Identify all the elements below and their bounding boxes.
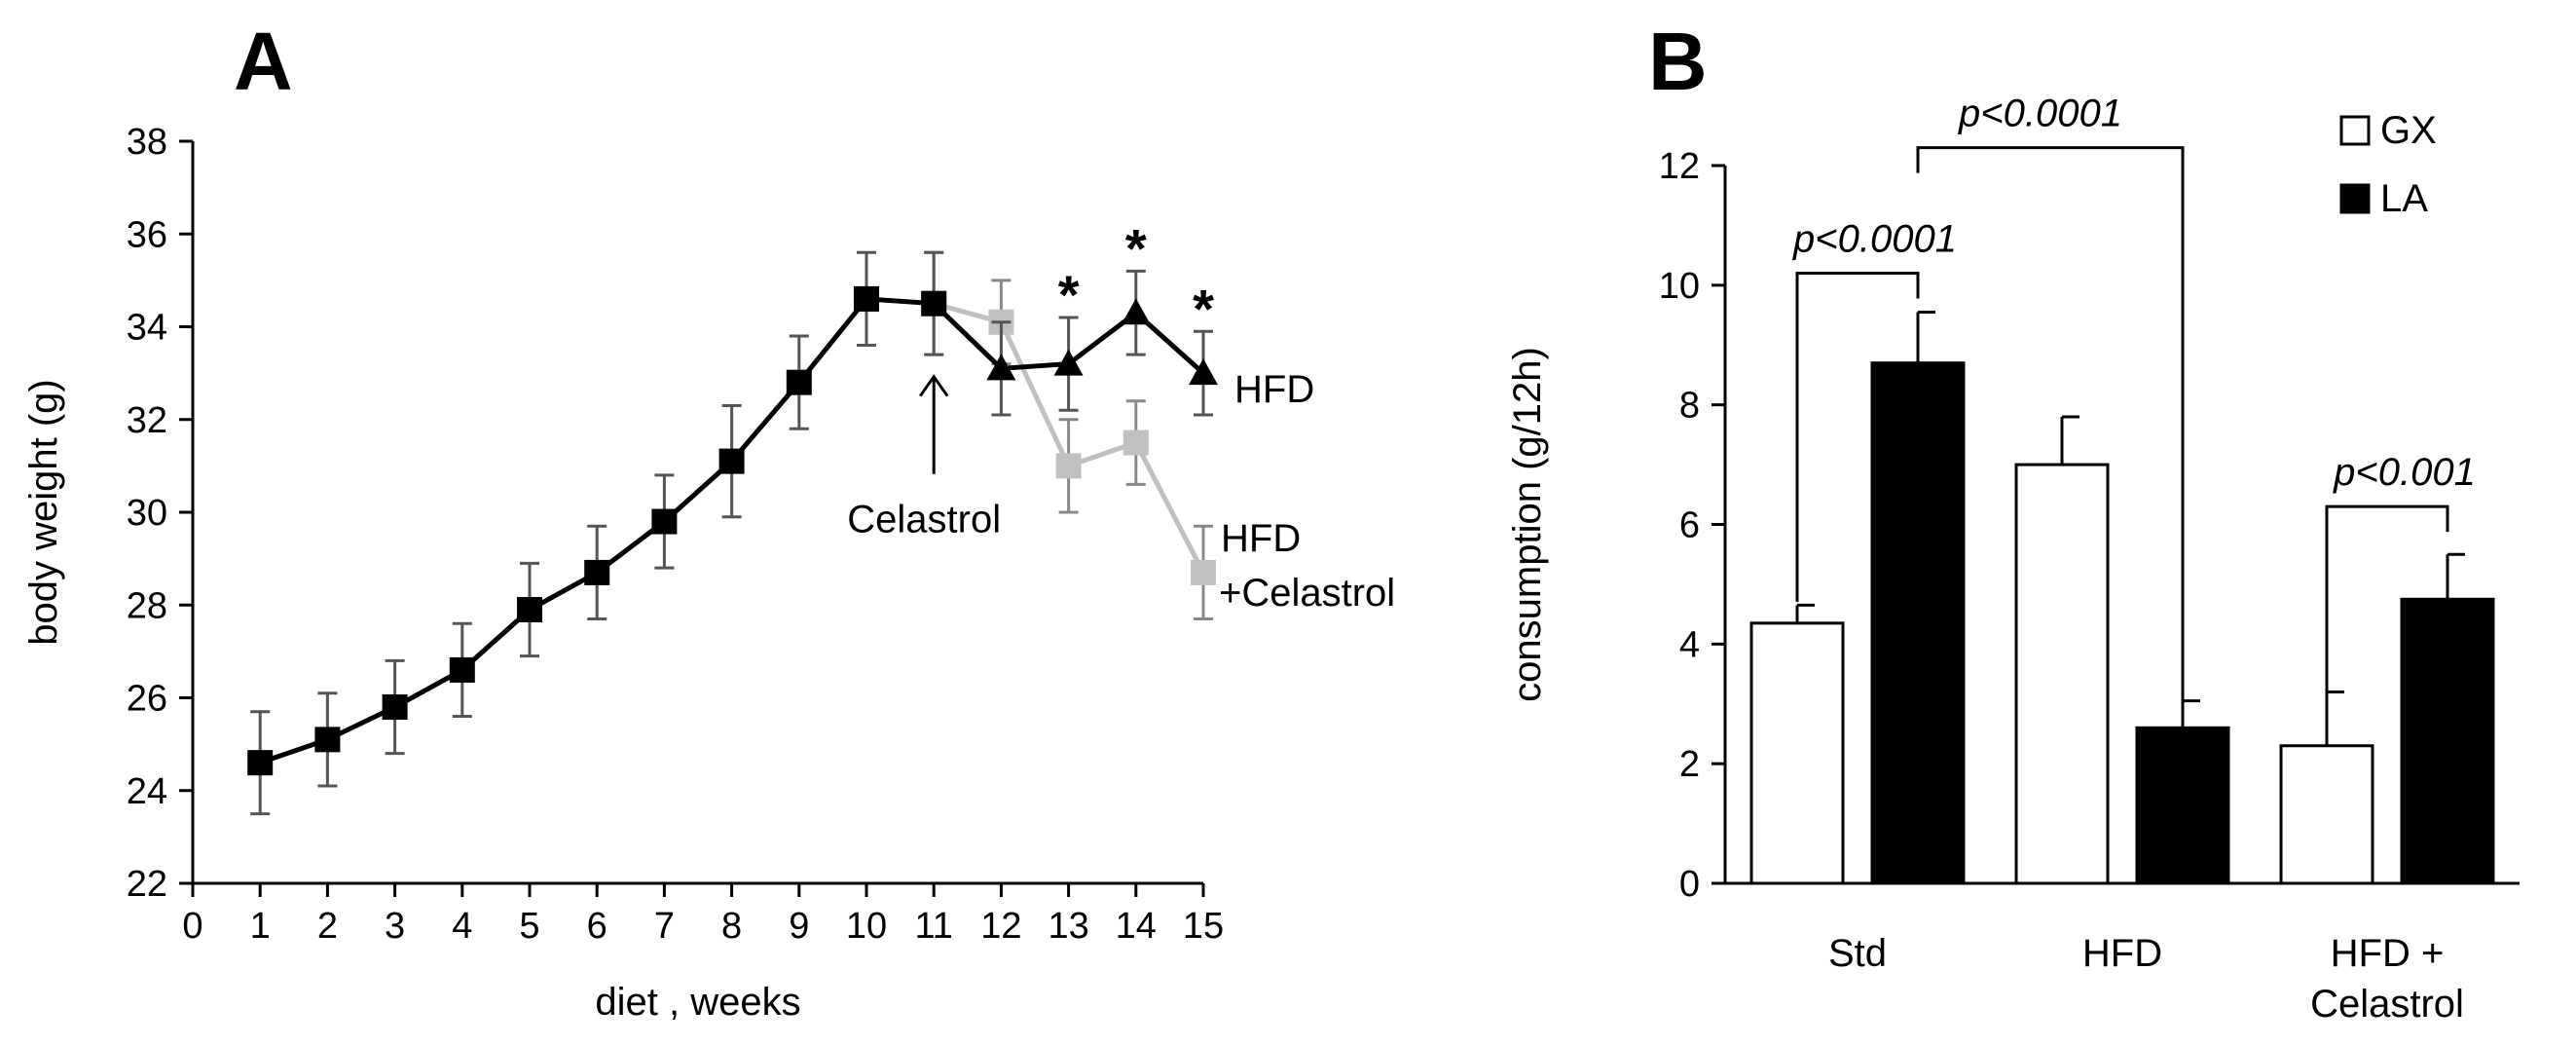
- panel-b-annotations: p<0.0001 p<0.0001 p<0.001: [1792, 93, 2476, 725]
- y-tick-label: 24: [127, 771, 167, 812]
- x-tick-label: 11: [914, 906, 952, 947]
- x-tick-label: 15: [1183, 906, 1224, 947]
- marker-square-hfd: [651, 508, 678, 535]
- category-label: HFD +: [2331, 932, 2445, 975]
- panel-b-bars: [1749, 310, 2495, 885]
- marker-square-hfd: [921, 290, 947, 317]
- panel-b-axes: 0 2 4 6 8 10 12 consumption (g/12h) Std HFD HFD + C…: [1506, 146, 2520, 1026]
- y-tick-label: 36: [127, 214, 167, 255]
- x-tick-label: 2: [317, 906, 338, 947]
- x-axis-title: diet , weeks: [595, 981, 800, 1024]
- marker-square-hfd: [449, 656, 475, 683]
- panel-a-label: A: [234, 16, 293, 107]
- x-tick-label: 13: [1048, 906, 1088, 947]
- category-label: HFD: [2082, 932, 2162, 975]
- category-label: Std: [1828, 932, 1887, 975]
- legend-label-la: LA: [2380, 177, 2428, 220]
- x-tick-label: 0: [182, 906, 202, 947]
- y-axis-title: consumption (g/12h): [1506, 347, 1549, 702]
- y-tick-label: 8: [1679, 386, 1700, 427]
- x-tick-label: 5: [519, 906, 539, 947]
- x-tick-label: 7: [654, 906, 675, 947]
- marker-triangle-hfd: [1189, 358, 1218, 386]
- y-tick-label: 22: [127, 864, 167, 905]
- y-tick-label: 0: [1679, 864, 1700, 905]
- x-tick-label: 8: [721, 906, 742, 947]
- y-tick-label: 12: [1659, 146, 1700, 187]
- y-tick-label: 26: [127, 679, 167, 720]
- category-label: Celastrol: [2310, 983, 2464, 1026]
- significance-bracket: [1795, 272, 1920, 602]
- y-tick-label: 32: [127, 400, 167, 441]
- marker-square-hfd-celastrol: [1122, 429, 1149, 456]
- panel-b-consumption-chart: B 0 2 4 6 8 10 12 consumption (g/12h) Std HFD HFD …: [1506, 16, 2520, 1026]
- panel-a-series: [247, 250, 1218, 816]
- bar-gx-3: [2279, 744, 2374, 885]
- marker-square-hfd-celastrol: [1055, 453, 1082, 479]
- y-tick-label: 2: [1679, 744, 1700, 785]
- marker-square-hfd: [718, 448, 745, 474]
- x-tick-label: 12: [980, 906, 1021, 947]
- marker-triangle-hfd: [986, 354, 1016, 381]
- marker-square-hfd: [854, 285, 879, 312]
- y-tick-label: 6: [1679, 505, 1700, 546]
- celastrol-arrow-head: [918, 374, 949, 397]
- y-tick-label: 4: [1679, 624, 1700, 665]
- significance-bracket: [2325, 504, 2449, 725]
- significance-bracket: [1916, 146, 2185, 707]
- y-axis-title: body weight (g): [22, 379, 65, 645]
- x-tick-label: 4: [452, 906, 472, 947]
- significance-label: p<0.0001: [1792, 218, 1957, 261]
- panel-b-label: B: [1648, 16, 1708, 107]
- legend-swatch-la: [2339, 183, 2371, 214]
- y-tick-label: 10: [1659, 266, 1700, 307]
- y-tick-label: 30: [127, 493, 167, 534]
- hfd-series-label: HFD: [1234, 368, 1314, 411]
- x-tick-label: 10: [846, 906, 887, 947]
- significance-label: p<0.0001: [1958, 93, 2122, 135]
- marker-square-hfd-celastrol: [1191, 559, 1216, 585]
- marker-square-hfd: [314, 727, 341, 753]
- significance-asterisk: *: [1125, 217, 1147, 279]
- panel-a-annotations: Celastrol HFD HFD +Celastrol * * *: [847, 217, 1395, 615]
- marker-square-hfd: [382, 694, 408, 721]
- bar-gx-1: [1749, 621, 1845, 885]
- marker-triangle-hfd: [1053, 349, 1084, 376]
- celastrol-series-label-line1: HFD: [1221, 517, 1301, 560]
- x-tick-label: 3: [385, 906, 405, 947]
- marker-square-hfd: [247, 750, 274, 776]
- panel-b-legend: GX LA: [2339, 109, 2437, 220]
- y-tick-label: 28: [127, 585, 167, 626]
- x-tick-label: 1: [250, 906, 271, 947]
- celastrol-series-label-line2: +Celastrol: [1219, 572, 1395, 615]
- y-tick-label: 34: [127, 308, 167, 349]
- legend-swatch-gx: [2339, 115, 2371, 146]
- marker-triangle-hfd: [1121, 298, 1151, 325]
- x-tick-label: 6: [587, 906, 607, 947]
- bar-la-2: [2135, 726, 2230, 885]
- x-tick-label: 9: [789, 906, 809, 947]
- significance-label: p<0.001: [2333, 451, 2476, 494]
- significance-asterisk: *: [1058, 264, 1080, 325]
- x-tick-label: 14: [1116, 906, 1157, 947]
- marker-square-hfd: [584, 559, 610, 585]
- bar-la-3: [2400, 597, 2495, 885]
- bar-gx-2: [2014, 463, 2110, 885]
- legend-label-gx: GX: [2380, 109, 2437, 152]
- celastrol-arrow-label: Celastrol: [847, 499, 1001, 541]
- significance-asterisk: *: [1193, 278, 1214, 339]
- marker-square-hfd: [786, 369, 812, 395]
- bar-la-1: [1870, 361, 1966, 885]
- y-tick-label: 38: [127, 122, 167, 163]
- marker-square-hfd: [517, 597, 542, 623]
